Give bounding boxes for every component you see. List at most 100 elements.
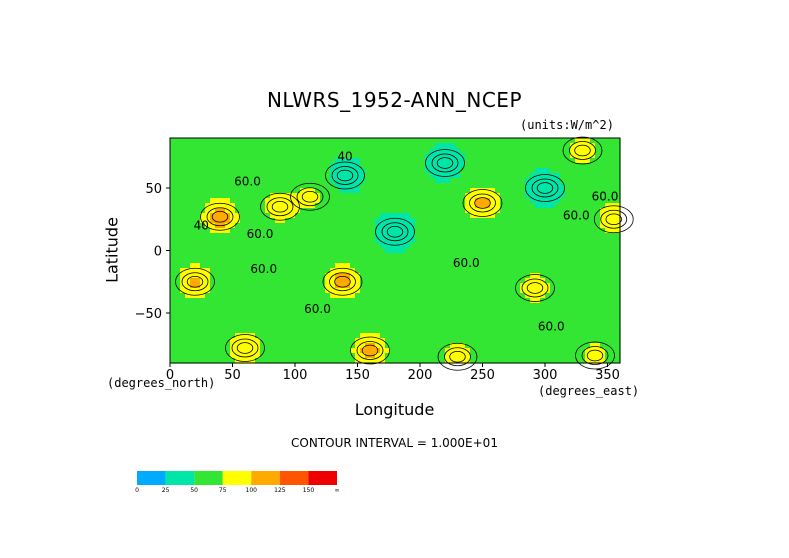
field-cell bbox=[295, 268, 301, 274]
field-cell bbox=[385, 188, 391, 194]
field-cell bbox=[495, 243, 501, 249]
field-cell bbox=[590, 308, 596, 314]
field-cell bbox=[225, 138, 231, 144]
field-cell bbox=[295, 188, 301, 194]
field-cell bbox=[515, 263, 521, 269]
field-cell bbox=[575, 293, 581, 299]
field-cell bbox=[485, 158, 491, 164]
field-cell bbox=[575, 353, 581, 359]
field-cell bbox=[415, 163, 421, 169]
field-cell bbox=[605, 228, 611, 234]
field-cell bbox=[365, 288, 371, 294]
field-cell bbox=[495, 168, 501, 174]
field-cell bbox=[520, 298, 526, 304]
field-cell bbox=[500, 353, 506, 359]
field-cell bbox=[345, 308, 351, 314]
field-cell bbox=[240, 243, 246, 249]
field-cell bbox=[250, 223, 256, 229]
field-cell bbox=[350, 218, 356, 224]
field-cell bbox=[525, 263, 531, 269]
field-cell bbox=[475, 193, 481, 199]
field-cell bbox=[505, 353, 511, 359]
field-cell bbox=[565, 173, 571, 179]
field-cell bbox=[330, 268, 336, 274]
field-cell bbox=[380, 163, 386, 169]
field-cell bbox=[495, 288, 501, 294]
field-cell bbox=[210, 278, 216, 284]
field-cell bbox=[420, 238, 426, 244]
field-cell bbox=[300, 358, 306, 364]
field-cell bbox=[460, 348, 466, 354]
field-cell bbox=[555, 198, 561, 204]
field-cell bbox=[495, 203, 501, 209]
field-cell bbox=[415, 343, 421, 349]
field-cell bbox=[240, 153, 246, 159]
field-cell bbox=[360, 233, 366, 239]
field-cell bbox=[570, 253, 576, 259]
field-cell bbox=[290, 308, 296, 314]
field-cell bbox=[235, 158, 241, 164]
field-cell bbox=[420, 178, 426, 184]
field-cell bbox=[340, 253, 346, 259]
field-cell bbox=[285, 283, 291, 289]
field-cell bbox=[210, 208, 216, 214]
field-cell bbox=[235, 178, 241, 184]
field-cell bbox=[320, 183, 326, 189]
field-cell bbox=[515, 358, 521, 364]
field-cell bbox=[490, 323, 496, 329]
field-cell bbox=[435, 143, 441, 149]
field-cell bbox=[190, 143, 196, 149]
field-cell bbox=[310, 343, 316, 349]
field-cell bbox=[605, 248, 611, 254]
field-cell bbox=[190, 153, 196, 159]
field-cell bbox=[205, 208, 211, 214]
field-cell bbox=[180, 258, 186, 264]
field-cell bbox=[395, 223, 401, 229]
field-cell bbox=[605, 203, 611, 209]
field-cell bbox=[610, 188, 616, 194]
field-cell bbox=[320, 268, 326, 274]
field-cell bbox=[585, 158, 591, 164]
field-cell bbox=[285, 338, 291, 344]
field-cell bbox=[395, 293, 401, 299]
field-cell bbox=[365, 313, 371, 319]
field-cell bbox=[175, 313, 181, 319]
field-cell bbox=[415, 303, 421, 309]
field-cell bbox=[470, 303, 476, 309]
field-cell bbox=[355, 163, 361, 169]
field-cell bbox=[460, 278, 466, 284]
field-cell bbox=[340, 183, 346, 189]
field-cell bbox=[235, 298, 241, 304]
field-cell bbox=[285, 348, 291, 354]
field-cell bbox=[515, 153, 521, 159]
field-cell bbox=[300, 233, 306, 239]
field-cell bbox=[605, 233, 611, 239]
field-cell bbox=[285, 278, 291, 284]
field-cell bbox=[335, 273, 341, 279]
field-cell bbox=[295, 203, 301, 209]
field-cell bbox=[540, 168, 546, 174]
field-cell bbox=[605, 153, 611, 159]
field-cell bbox=[370, 243, 376, 249]
field-cell bbox=[180, 273, 186, 279]
field-cell bbox=[210, 353, 216, 359]
field-cell bbox=[245, 283, 251, 289]
field-cell bbox=[520, 353, 526, 359]
field-cell bbox=[245, 253, 251, 259]
field-cell bbox=[340, 258, 346, 264]
field-cell bbox=[350, 313, 356, 319]
field-cell bbox=[170, 268, 176, 274]
field-cell bbox=[550, 313, 556, 319]
field-cell bbox=[325, 173, 331, 179]
field-cell bbox=[265, 198, 271, 204]
field-cell bbox=[455, 173, 461, 179]
field-cell bbox=[200, 273, 206, 279]
field-cell bbox=[220, 358, 226, 364]
field-cell bbox=[305, 228, 311, 234]
field-cell bbox=[545, 143, 551, 149]
field-cell bbox=[330, 163, 336, 169]
field-cell bbox=[520, 268, 526, 274]
field-cell bbox=[190, 243, 196, 249]
field-cell bbox=[310, 178, 316, 184]
field-cell bbox=[295, 313, 301, 319]
